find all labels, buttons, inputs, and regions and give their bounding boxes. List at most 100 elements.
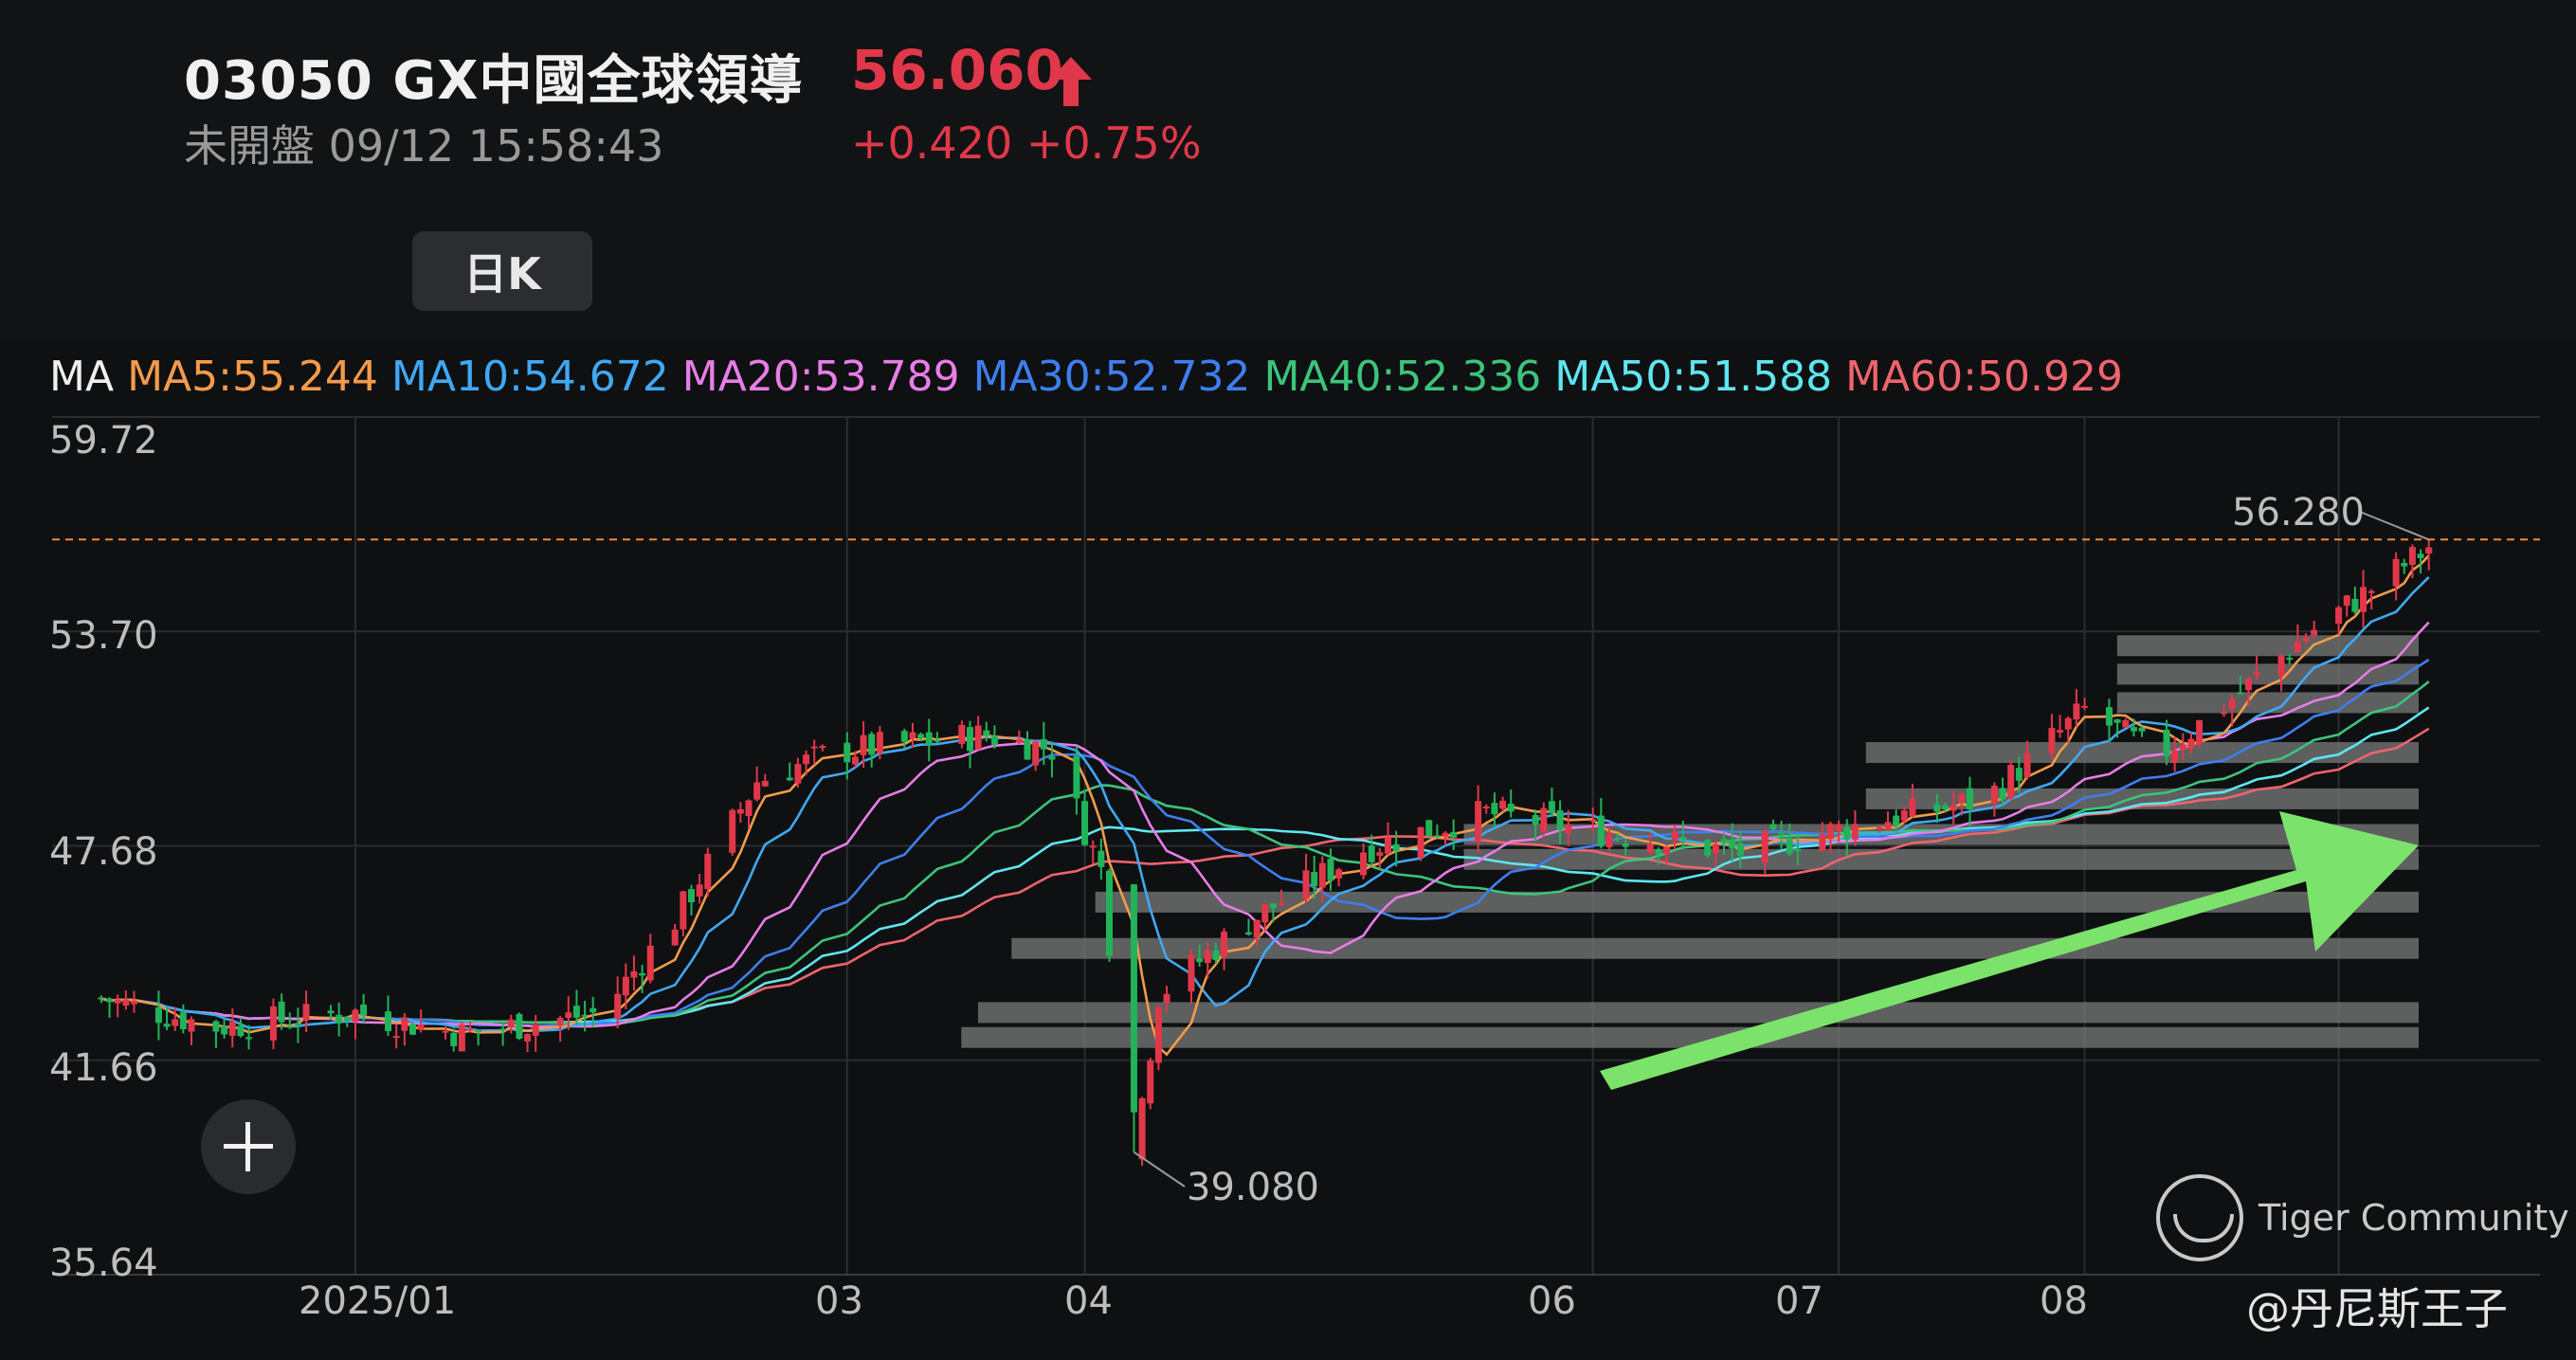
candle-body — [1417, 826, 1424, 859]
candle-body — [1212, 950, 1220, 960]
candle-body — [639, 972, 646, 976]
candle-body — [336, 1014, 343, 1024]
candle-body — [1015, 738, 1023, 743]
candle-body — [1851, 824, 1859, 840]
candle-body — [1425, 820, 1433, 837]
candle-body — [114, 999, 121, 1004]
candle-body — [630, 970, 638, 978]
candle-body — [2311, 629, 2318, 636]
candle-body — [1548, 801, 1555, 814]
candle-body — [1188, 954, 1195, 992]
candle-body — [1327, 859, 1334, 880]
candle-body — [1392, 843, 1400, 851]
volume-profile-bar — [2116, 635, 2419, 657]
candle-body — [1376, 852, 1384, 857]
candle-body — [1589, 819, 1597, 822]
y-tick-label: 53.70 — [49, 614, 158, 658]
low-callout-leader — [1133, 1151, 1186, 1188]
candle-body — [408, 1024, 416, 1035]
high-callout-leader — [2359, 511, 2430, 541]
candle-body — [1761, 831, 1769, 863]
candle-body — [1482, 807, 1490, 809]
ma-line-ma30 — [100, 658, 2430, 1027]
candle-body — [2228, 698, 2236, 710]
candle-body — [680, 891, 687, 930]
candle-body — [900, 731, 908, 742]
candle-body — [1729, 839, 1736, 849]
candle-body — [228, 1022, 236, 1036]
daily-k-button[interactable]: 日K — [412, 231, 592, 311]
low-price-label: 39.080 — [1187, 1166, 1319, 1209]
candle-body — [385, 1011, 392, 1032]
candle-body — [1990, 786, 1998, 804]
candle-body — [499, 1028, 507, 1031]
candle-body — [1130, 884, 1137, 1113]
candle-body — [458, 1025, 465, 1052]
candle-body — [2335, 607, 2343, 625]
candle-body — [2392, 558, 2400, 587]
candle-body — [450, 1032, 458, 1046]
candle-body — [2237, 692, 2244, 695]
candle-body — [98, 997, 105, 1000]
candle-body — [1712, 843, 1719, 854]
candle-body — [1966, 788, 1973, 809]
candle-body — [1163, 993, 1170, 1003]
trend-arrow-icon — [1600, 811, 2419, 1090]
add-indicator-button[interactable] — [201, 1099, 296, 1194]
candle-body — [1040, 738, 1047, 750]
candle-body — [1048, 756, 1056, 760]
candle-body — [1221, 931, 1228, 957]
candle-body — [286, 1025, 294, 1028]
candle-body — [917, 734, 925, 739]
candle-body — [966, 727, 973, 752]
candle-body — [646, 945, 654, 981]
candle-body — [401, 1017, 408, 1031]
candle-body — [696, 884, 703, 897]
candle-body — [745, 800, 753, 817]
candle-body — [1597, 815, 1605, 847]
price-up-icon — [1050, 57, 1092, 106]
candle-body — [909, 732, 916, 739]
x-tick-label: 07 — [1775, 1279, 1823, 1323]
candle-body — [532, 1025, 539, 1036]
candle-body — [2023, 753, 2031, 778]
candle-body — [1138, 1097, 1146, 1160]
candle-body — [1311, 872, 1318, 887]
candle-body — [2294, 642, 2301, 653]
candle-body — [2360, 587, 2367, 612]
candle-body — [1900, 810, 1908, 821]
ma-legend-prefix: MA — [49, 353, 115, 401]
candle-body — [1491, 803, 1498, 815]
candle-body — [2138, 727, 2146, 732]
candle-body — [2286, 658, 2294, 661]
candle-body — [1605, 834, 1613, 847]
stock-symbol-name: 03050 GX中國全球領導 — [184, 50, 804, 112]
candle-body — [1335, 869, 1343, 879]
ma-line-ma40 — [100, 680, 2430, 1026]
candle-body — [1442, 832, 1449, 837]
candle-body — [1475, 801, 1482, 841]
candle-body — [1089, 845, 1097, 848]
watermark-brand: Tiger Community — [2259, 1197, 2569, 1239]
candle-body — [761, 780, 769, 787]
candle-body — [1269, 903, 1277, 909]
candle-body — [2196, 719, 2204, 745]
candle-body — [2253, 672, 2260, 676]
candle-body — [302, 1004, 310, 1021]
candle-body — [687, 889, 695, 903]
candle-body — [1556, 810, 1564, 830]
candle-body — [1154, 1006, 1162, 1063]
candle-body — [360, 1004, 368, 1016]
candle-body — [786, 777, 793, 781]
candle-body — [1024, 739, 1031, 760]
candle-body — [1032, 741, 1040, 766]
candle-body — [844, 742, 851, 763]
candle-body — [622, 976, 629, 996]
candle-body — [122, 999, 130, 1006]
candle-body — [2187, 738, 2195, 750]
candle-body — [278, 1001, 285, 1023]
ma50-label: MA50:51.588 — [1554, 353, 1833, 401]
candle-body — [130, 1001, 137, 1005]
candle-body — [958, 724, 966, 744]
